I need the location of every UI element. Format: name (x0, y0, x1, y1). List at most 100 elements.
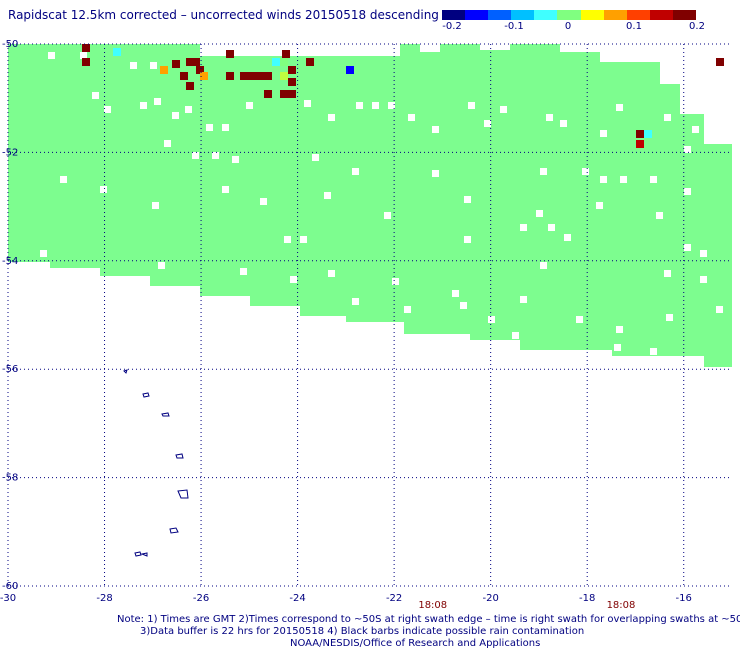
swath-data-layer (8, 44, 732, 367)
island-outline (123, 369, 128, 374)
colorbar-label: -0.1 (504, 21, 524, 32)
colorbar-segment (672, 10, 697, 20)
colorbar-label: -0.2 (442, 21, 462, 32)
lat-tick-label: -54 (2, 256, 18, 267)
missing-cell (304, 100, 311, 107)
missing-cell (650, 176, 657, 183)
axis-tick-labels: -50 -52 -54 -56 -58 -60-30 -28 -26 -24 -22 -20 -18 -… (0, 39, 692, 604)
colorbar-segment (626, 10, 650, 20)
colorbar-segment (603, 10, 627, 20)
missing-cell (212, 152, 219, 159)
missing-cell (616, 326, 623, 333)
missing-cell (60, 176, 67, 183)
missing-cell (92, 92, 99, 99)
difference-cell (172, 60, 180, 68)
missing-cell (700, 276, 707, 283)
difference-cell (346, 66, 354, 74)
lon-tick-label: -16 (676, 593, 692, 604)
missing-cell (328, 270, 335, 277)
missing-cell (616, 104, 623, 111)
difference-cell (280, 90, 288, 98)
swath-gap (680, 84, 732, 114)
missing-cell (664, 270, 671, 277)
swath-gap (480, 44, 510, 50)
island-outline (134, 551, 142, 557)
difference-cell (180, 72, 188, 80)
missing-cell (408, 114, 415, 121)
missing-cell (232, 296, 239, 303)
colorbar-segment (511, 10, 535, 20)
island-outline (175, 453, 184, 459)
missing-cell (290, 276, 297, 283)
missing-cell (140, 102, 147, 109)
difference-cell (280, 72, 288, 80)
missing-cell (596, 202, 603, 209)
lon-tick-label: -20 (482, 593, 498, 604)
colorbar-segment (649, 10, 673, 20)
lon-tick-label: -18 (579, 593, 595, 604)
missing-cell (540, 262, 547, 269)
lon-tick-label: -24 (289, 593, 305, 604)
colorbar-segment (442, 10, 466, 20)
missing-cell (352, 168, 359, 175)
missing-cell (484, 120, 491, 127)
difference-cell (82, 44, 90, 52)
missing-cell (650, 348, 657, 355)
missing-cell (512, 332, 519, 339)
missing-cell (404, 306, 411, 313)
missing-cell (222, 186, 229, 193)
missing-cell (164, 140, 171, 147)
difference-cell (264, 72, 272, 80)
missing-cell (520, 296, 527, 303)
missing-cell (300, 236, 307, 243)
colorbar-label: 0 (564, 21, 572, 32)
missing-cell (500, 106, 507, 113)
missing-cell (692, 126, 699, 133)
missing-cell (716, 306, 723, 313)
note-line-2: 3)Data buffer is 22 hrs for 20150518 4) … (140, 626, 585, 637)
missing-cell (150, 62, 157, 69)
missing-cell (614, 344, 621, 351)
difference-cell (280, 58, 288, 66)
missing-cell (520, 224, 527, 231)
colorbar-segment (557, 10, 581, 20)
island-outline (142, 392, 150, 398)
missing-cell (656, 212, 663, 219)
swath-gap (420, 44, 440, 52)
colorbar-label: 0.1 (626, 21, 642, 32)
swath-gap (600, 44, 660, 62)
difference-cell (226, 72, 234, 80)
colorbar (442, 10, 697, 20)
missing-cell (468, 102, 475, 109)
missing-cell (384, 328, 391, 335)
island-outline (169, 527, 179, 534)
missing-cell (240, 268, 247, 275)
swath-gap (200, 44, 400, 56)
missing-cell (684, 188, 691, 195)
difference-cell (186, 82, 194, 90)
missing-cell (432, 126, 439, 133)
missing-cell (246, 102, 253, 109)
difference-cell (288, 78, 296, 86)
difference-cell (82, 58, 90, 66)
island-outline (161, 412, 170, 417)
difference-cell (196, 66, 204, 74)
missing-cell (664, 114, 671, 121)
missing-cell (232, 156, 239, 163)
missing-cell (356, 102, 363, 109)
missing-cell (192, 152, 199, 159)
colorbar-segment (488, 10, 512, 20)
missing-cell (460, 302, 467, 309)
difference-cell (636, 130, 644, 138)
colorbar-segment (465, 10, 489, 20)
missing-cell (172, 112, 179, 119)
lon-tick-label: -22 (386, 593, 402, 604)
missing-cell (464, 236, 471, 243)
difference-cell (272, 58, 280, 66)
difference-cell (306, 58, 314, 66)
missing-cell (600, 176, 607, 183)
colorbar-label: 0.2 (689, 21, 705, 32)
missing-cell (40, 250, 47, 257)
map-title: Rapidscat 12.5km corrected – uncorrected… (8, 8, 439, 22)
difference-cell (248, 72, 256, 80)
